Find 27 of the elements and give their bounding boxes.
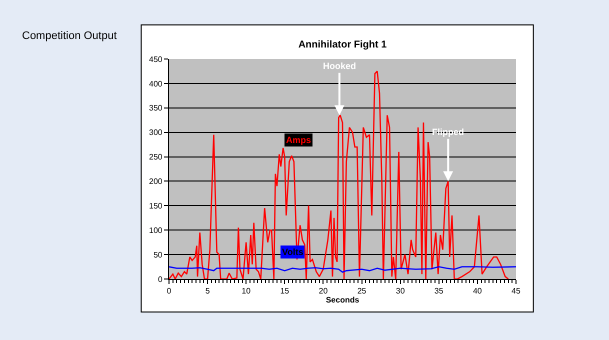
x-tick-label: 15 <box>280 286 290 296</box>
y-tick-label: 350 <box>149 104 163 113</box>
x-tick-label: 25 <box>357 286 367 296</box>
y-tick-label: 450 <box>149 54 163 64</box>
x-tick-label: 40 <box>472 286 482 296</box>
x-tick-label: 0 <box>166 286 172 296</box>
chart-title: Annihilator Fight 1 <box>298 40 388 51</box>
series-label: Volts <box>282 247 304 257</box>
series-label: Amps <box>286 135 312 145</box>
x-tick-label: 35 <box>434 286 444 296</box>
y-tick-label: 200 <box>149 177 163 186</box>
text: Competition Output <box>22 30 117 42</box>
x-tick-label: 45 <box>512 286 521 296</box>
x-tick-label: 10 <box>242 286 252 296</box>
x-tick-label: 5 <box>205 286 210 296</box>
y-tick-label: 300 <box>149 128 163 138</box>
y-tick-label: 0 <box>158 274 163 284</box>
y-tick-label: 150 <box>149 201 163 210</box>
x-tick-label: 30 <box>396 286 406 296</box>
y-tick-label: 100 <box>149 226 163 235</box>
x-axis-title: Seconds <box>326 296 360 305</box>
x-tick-label: 20 <box>318 286 328 296</box>
line-series <box>169 70 509 279</box>
y-tick-label: 250 <box>149 152 163 162</box>
y-tick-label: 400 <box>149 79 163 88</box>
y-tick-label: 50 <box>153 250 163 260</box>
annotation: Hooked <box>323 61 356 71</box>
